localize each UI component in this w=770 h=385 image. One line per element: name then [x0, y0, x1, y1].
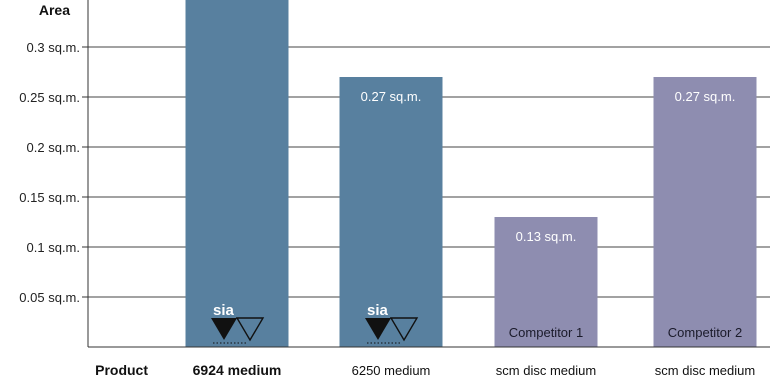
sia-logo-icon: sia	[365, 302, 419, 344]
x-axis-title: Product	[95, 362, 148, 378]
svg-text:sia: sia	[213, 302, 235, 319]
y-axis-ticks: 0.05 sq.m. 0.1 sq.m. 0.15 sq.m. 0.2 sq.m. 0.…	[19, 40, 88, 305]
bars: 0.38 sq.m.sia 0.27 sq.m. sia 0.13 sq.m. Comp…	[185, 0, 757, 347]
x-axis-categories: 6924 medium 6250 medium scm disc medium scm…	[193, 362, 756, 378]
y-tick-label: 0.3 sq.m.	[27, 40, 80, 55]
bar	[494, 217, 598, 347]
x-category-label: scm disc medium	[655, 363, 755, 378]
bar-inner-label: Competitor 1	[509, 325, 583, 340]
x-category-label: scm disc medium	[496, 363, 596, 378]
sia-logo-icon: sia	[211, 302, 265, 344]
y-tick-label: 0.1 sq.m.	[27, 240, 80, 255]
x-category-label: 6924 medium	[193, 362, 282, 378]
bar-value-label: 0.27 sq.m.	[675, 89, 736, 104]
y-tick-label: 0.15 sq.m.	[19, 190, 80, 205]
bar-inner-label: Competitor 2	[668, 325, 742, 340]
x-category-label: 6250 medium	[352, 363, 431, 378]
bar-value-label: 0.27 sq.m.	[361, 89, 422, 104]
bar	[185, 0, 289, 347]
svg-text:sia: sia	[367, 302, 389, 319]
bar-group: 0.13 sq.m. Competitor 1	[494, 217, 598, 347]
bar-value-label: 0.13 sq.m.	[516, 229, 577, 244]
bar-group: 0.38 sq.m.sia	[185, 0, 289, 347]
bar-group: 0.27 sq.m. sia	[339, 77, 443, 347]
y-tick-label: 0.2 sq.m.	[27, 140, 80, 155]
y-tick-label: 0.25 sq.m.	[19, 90, 80, 105]
bar	[339, 77, 443, 347]
bar	[653, 77, 757, 347]
y-tick-label: 0.05 sq.m.	[19, 290, 80, 305]
y-axis-title: Area	[39, 2, 70, 18]
bar-group: 0.27 sq.m. Competitor 2	[653, 77, 757, 347]
